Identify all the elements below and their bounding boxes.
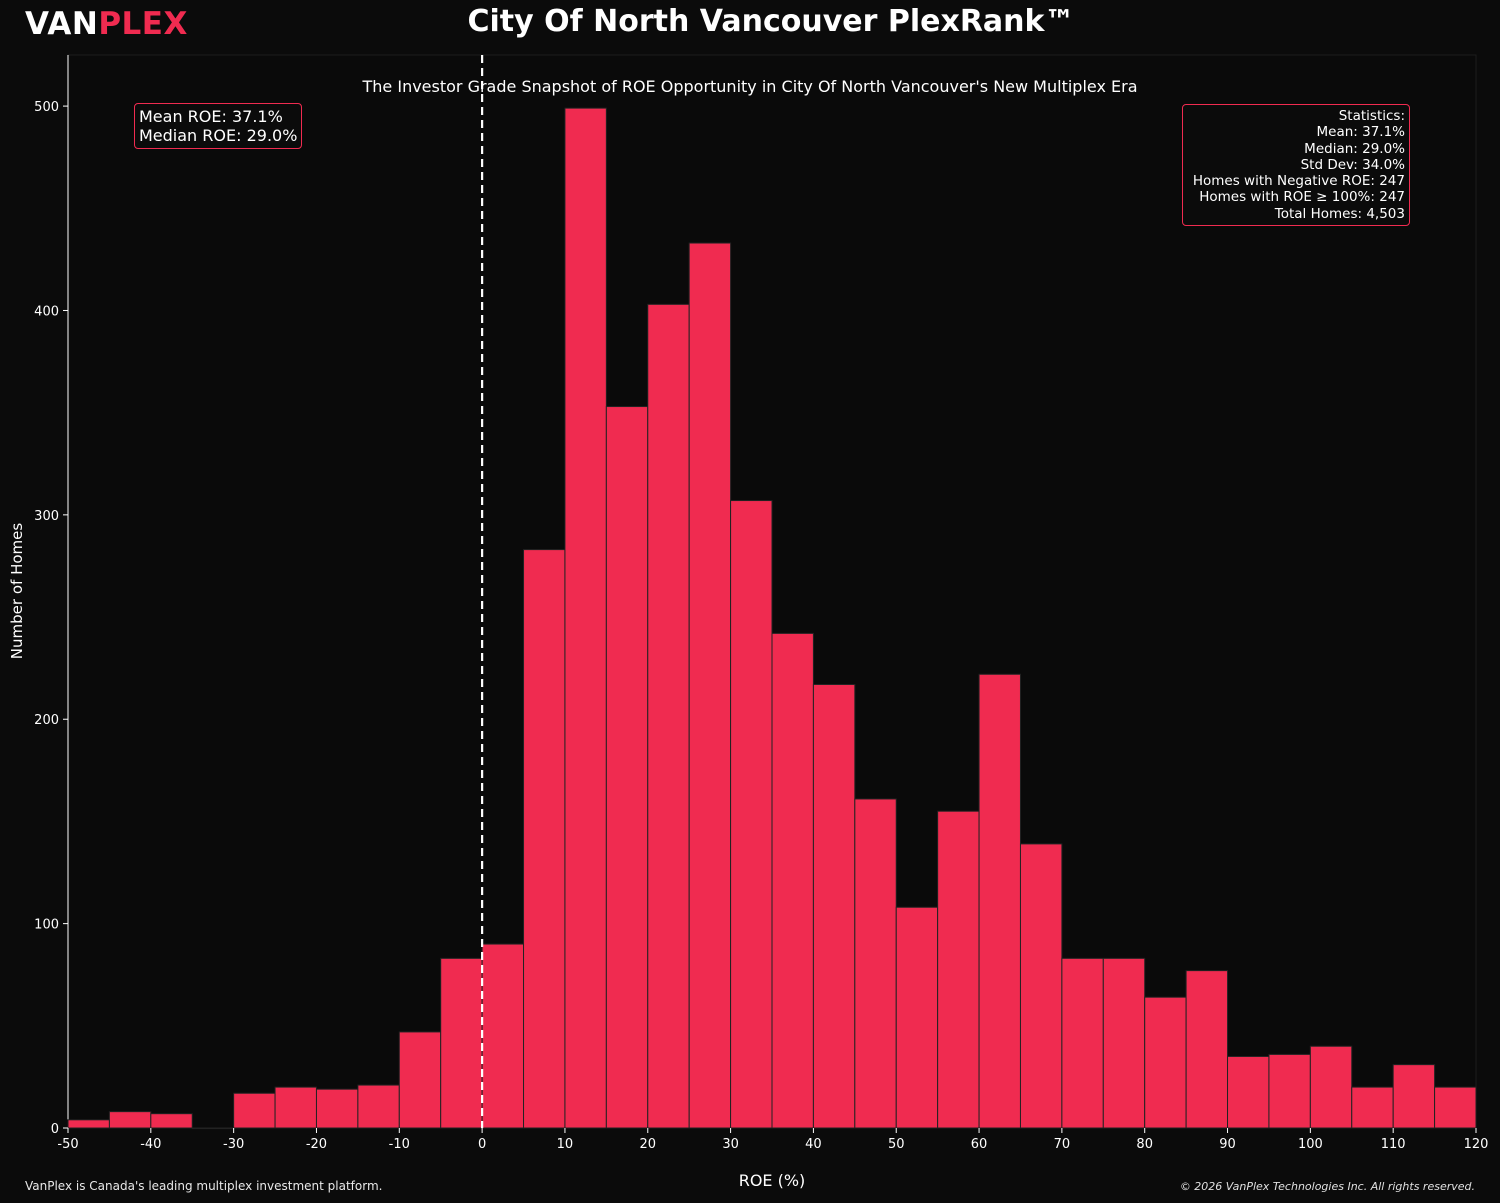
statistics-box: Statistics: Mean: 37.1% Median: 29.0% St… [1182,104,1410,227]
x-tick-label: 50 [888,1137,905,1152]
histogram-bar [1392,1064,1436,1129]
histogram-bar [1144,996,1187,1129]
y-tick-label: 200 [34,713,59,728]
histogram-bar [108,1111,152,1129]
x-tick-label: 10 [557,1137,574,1152]
histogram-bar [1227,1055,1270,1129]
y-axis-ticks: 0 100 200 300 400 500 [34,100,68,1137]
histogram-bar [730,500,773,1129]
histogram-bar [1019,843,1063,1129]
histogram-bar [274,1086,317,1129]
logo-plex: PLEX [98,6,188,42]
x-tick-label: -20 [306,1137,327,1152]
histogram-bar [150,1113,193,1129]
x-tick-label: 110 [1381,1137,1406,1152]
vanplex-logo: VANPLEX [25,6,188,42]
histogram-bar [812,683,856,1129]
histogram-bar [647,303,690,1129]
x-tick-label: 40 [805,1137,822,1152]
x-tick-label: 70 [1054,1137,1071,1152]
histogram-bar [978,673,1021,1129]
histogram-bar [1268,1053,1311,1129]
histogram-bar [315,1088,359,1129]
histogram-bar [895,906,939,1129]
x-tick-label: 80 [1136,1137,1153,1152]
histogram-bar [357,1084,400,1129]
x-axis-label: ROE (%) [739,1171,806,1190]
page-title: City Of North Vancouver PlexRank™ [467,4,1075,39]
x-axis-ticks: -50 -40 -30 -20 -10 0 10 20 30 40 50 60 70 80 90 100 110… [57,1128,1488,1152]
stats-negative-roe: Homes with Negative ROE: 247 [1192,173,1405,190]
y-tick-label: 400 [34,304,59,319]
x-tick-label: 60 [971,1137,988,1152]
x-tick-label: 30 [722,1137,739,1152]
histogram-bar [1351,1086,1394,1129]
histogram-bar [1309,1045,1353,1129]
stats-heading: Statistics: [1338,108,1405,124]
x-tick-label: -50 [57,1137,78,1152]
histogram-bar [1061,957,1104,1129]
histogram-bar [67,1119,110,1129]
histogram-bar [481,943,525,1129]
stats-std-dev: Std Dev: 34.0% [1300,156,1405,173]
histogram-bar [398,1031,442,1129]
x-tick-label: 100 [1298,1137,1323,1152]
x-tick-label: -40 [140,1137,161,1152]
histogram-bar [1102,957,1146,1129]
mean-median-box: Mean ROE: 37.1% Median ROE: 29.0% [134,103,303,149]
x-tick-label: 0 [478,1137,486,1152]
x-tick-label: -10 [389,1137,410,1152]
histogram-bar [233,1092,276,1129]
x-tick-label: 20 [639,1137,656,1152]
histogram-bar [523,549,566,1129]
bar-series [67,107,1477,1130]
x-tick-label: 90 [1219,1137,1236,1152]
histogram-bar [1185,970,1229,1129]
y-tick-label: 500 [34,100,59,115]
histogram-bar [191,1127,235,1130]
histogram-bar [937,810,980,1129]
stats-mean: Mean: 37.1% [1316,124,1405,141]
histogram-bar [688,242,732,1129]
x-tick-label: 120 [1464,1137,1489,1152]
y-tick-label: 0 [51,1122,59,1137]
stats-total-homes: Total Homes: 4,503 [1274,205,1405,222]
stats-median: Median: 29.0% [1304,140,1405,157]
y-tick-label: 100 [34,918,59,933]
y-axis-label: Number of Homes [8,523,26,660]
mean-roe-text: Mean ROE: 37.1% [139,107,283,126]
footer-copyright: © 2026 VanPlex Technologies Inc. All rig… [1179,1180,1475,1193]
histogram-bar [564,107,607,1129]
histogram-bar [440,957,483,1129]
chart-subtitle: The Investor Grade Snapshot of ROE Oppor… [362,77,1138,96]
logo-van: VAN [25,6,99,42]
histogram-bar [771,632,814,1129]
histogram-bar [1434,1086,1477,1129]
x-tick-label: -30 [223,1137,244,1152]
histogram-bar [605,406,649,1129]
footer-tagline: VanPlex is Canada's leading multiplex in… [25,1179,383,1193]
histogram-bar [854,798,897,1129]
median-roe-text: Median ROE: 29.0% [139,126,298,145]
y-tick-label: 300 [34,509,59,524]
stats-roe-100: Homes with ROE ≥ 100%: 247 [1199,189,1405,206]
